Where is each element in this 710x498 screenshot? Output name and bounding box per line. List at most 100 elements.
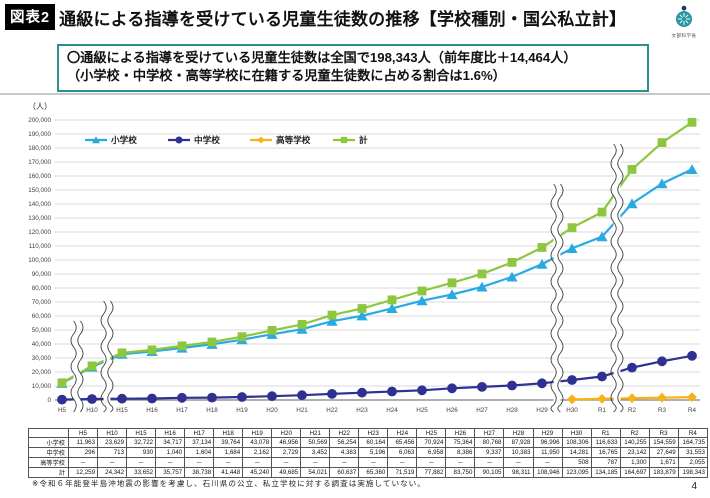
table-col-header: H23 — [358, 428, 389, 438]
table-col-header: R2 — [619, 428, 650, 438]
table-cell: 70,924 — [416, 437, 447, 448]
table-cell: － — [503, 457, 534, 468]
table-cell: 183,879 — [648, 467, 679, 478]
table-cell: 134,185 — [590, 467, 621, 478]
table-cell: 35,757 — [155, 467, 186, 478]
svg-text:計: 計 — [359, 134, 368, 145]
summary-line-2: （小学校・中学校・高等学校に在籍する児童生徒数に占める割合は1.6%） — [67, 68, 506, 84]
svg-text:（人）: （人） — [28, 102, 52, 111]
svg-text:H24: H24 — [386, 407, 398, 414]
table-cell: 296 — [67, 447, 99, 458]
table-cell: 6,063 — [387, 447, 418, 458]
svg-text:H29: H29 — [536, 407, 548, 414]
table-cell: － — [416, 457, 447, 468]
svg-text:40,000: 40,000 — [32, 341, 52, 348]
table-cell: 3,452 — [300, 447, 331, 458]
table-cell: 164,697 — [619, 467, 650, 478]
table-cell: － — [329, 457, 360, 468]
chart-svg: 0 10,000 20,000 30,000 40,000 50,000 60,000 70,… — [28, 102, 700, 414]
table-cell: － — [97, 457, 128, 468]
table-cell: 140,255 — [619, 437, 650, 448]
table-cell: 39,764 — [213, 437, 244, 448]
svg-text:70,000: 70,000 — [32, 299, 52, 306]
table-cell: 930 — [126, 447, 157, 458]
svg-text:90,000: 90,000 — [32, 271, 52, 278]
table-cell: 45,240 — [242, 467, 273, 478]
table-cell: 38,738 — [184, 467, 215, 478]
table-cell: 80,768 — [474, 437, 505, 448]
svg-text:170,000: 170,000 — [28, 159, 51, 166]
table-cell: 37,134 — [184, 437, 215, 448]
table-col-header: H19 — [242, 428, 273, 438]
table-cell: 87,928 — [503, 437, 534, 448]
table-row: 計 12,259 24,342 33,652 35,757 38,738 41,448 45,… — [28, 467, 709, 478]
svg-text:H21: H21 — [296, 407, 308, 414]
table-col-header: H21 — [300, 428, 331, 438]
table-cell: 60,164 — [358, 437, 389, 448]
svg-text:80,000: 80,000 — [32, 285, 52, 292]
data-table: H5 H10 H15 H16 H17 H18 H19 H20 H21 H22 H23 H24 H25 H2… — [28, 428, 709, 478]
table-cell: 1,671 — [648, 457, 679, 468]
table-col-header: H5 — [67, 428, 99, 438]
svg-text:120,000: 120,000 — [28, 229, 51, 236]
table-cell: 5,196 — [358, 447, 389, 458]
mext-logo-label: 文部科学省 — [671, 33, 697, 38]
x-axis-labels: H5 H10 H15 H16 H17 H18 H19 H20 H21 H22 H23 H24 H25 H2… — [58, 407, 697, 414]
table-cell: 9,337 — [474, 447, 505, 458]
table-col-header: H15 — [126, 428, 157, 438]
table-cell: － — [300, 457, 331, 468]
table-cell: 56,254 — [329, 437, 360, 448]
table-cell: － — [358, 457, 389, 468]
table-cell: 1,300 — [619, 457, 650, 468]
svg-text:150,000: 150,000 — [28, 187, 51, 194]
table-cell: 713 — [97, 447, 128, 458]
table-cell: 2,162 — [242, 447, 273, 458]
table-cell: 10,383 — [503, 447, 534, 458]
table-row-label: 計 — [28, 467, 69, 478]
svg-text:中学校: 中学校 — [194, 134, 220, 145]
svg-text:100,000: 100,000 — [28, 257, 51, 264]
table-col-header: H26 — [445, 428, 476, 438]
table-col-header: H29 — [532, 428, 563, 438]
svg-text:30,000: 30,000 — [32, 355, 52, 362]
table-cell: － — [213, 457, 244, 468]
svg-text:H5: H5 — [58, 407, 67, 414]
table-cell: 49,685 — [271, 467, 302, 478]
table-cell: 65,456 — [387, 437, 418, 448]
svg-text:H10: H10 — [86, 407, 98, 414]
table-cell: 71,519 — [387, 467, 418, 478]
table-cell: 65,360 — [358, 467, 389, 478]
table-col-header: H22 — [329, 428, 360, 438]
divider — [0, 93, 710, 95]
table-cell: － — [184, 457, 215, 468]
table-col-header: H16 — [155, 428, 186, 438]
table-cell: 54,021 — [300, 467, 331, 478]
svg-text:20,000: 20,000 — [32, 369, 52, 376]
table-cell: 2,055 — [677, 457, 709, 468]
svg-text:R3: R3 — [658, 407, 667, 414]
svg-text:110,000: 110,000 — [29, 243, 52, 250]
table-cell: 34,717 — [155, 437, 186, 448]
svg-text:小学校: 小学校 — [110, 134, 137, 145]
table-cell: － — [67, 457, 99, 468]
table-row: 高等学校－－－－－－－－－－－－－－－－－ 508 787 1,300 1,671 2,0… — [28, 457, 709, 468]
svg-text:H22: H22 — [326, 407, 338, 414]
table-cell: 154,559 — [648, 437, 679, 448]
table-cell: 31,553 — [677, 447, 709, 458]
svg-text:高等学校: 高等学校 — [276, 134, 311, 145]
axis-breaks — [70, 143, 624, 413]
table-cell: 164,735 — [677, 437, 709, 448]
table-cell: 98,311 — [503, 467, 534, 478]
series-高等学校 — [567, 392, 697, 405]
table-cell: 33,652 — [126, 467, 157, 478]
table-cell: 108,306 — [561, 437, 592, 448]
table-cell: － — [242, 457, 273, 468]
svg-text:H26: H26 — [446, 407, 458, 414]
svg-text:50,000: 50,000 — [32, 327, 52, 334]
svg-text:H18: H18 — [206, 407, 218, 414]
svg-text:180,000: 180,000 — [28, 145, 51, 152]
svg-text:200,000: 200,000 — [28, 117, 51, 124]
svg-text:H23: H23 — [356, 407, 368, 414]
table-cell: 14,281 — [561, 447, 592, 458]
table-cell: 77,882 — [416, 467, 447, 478]
